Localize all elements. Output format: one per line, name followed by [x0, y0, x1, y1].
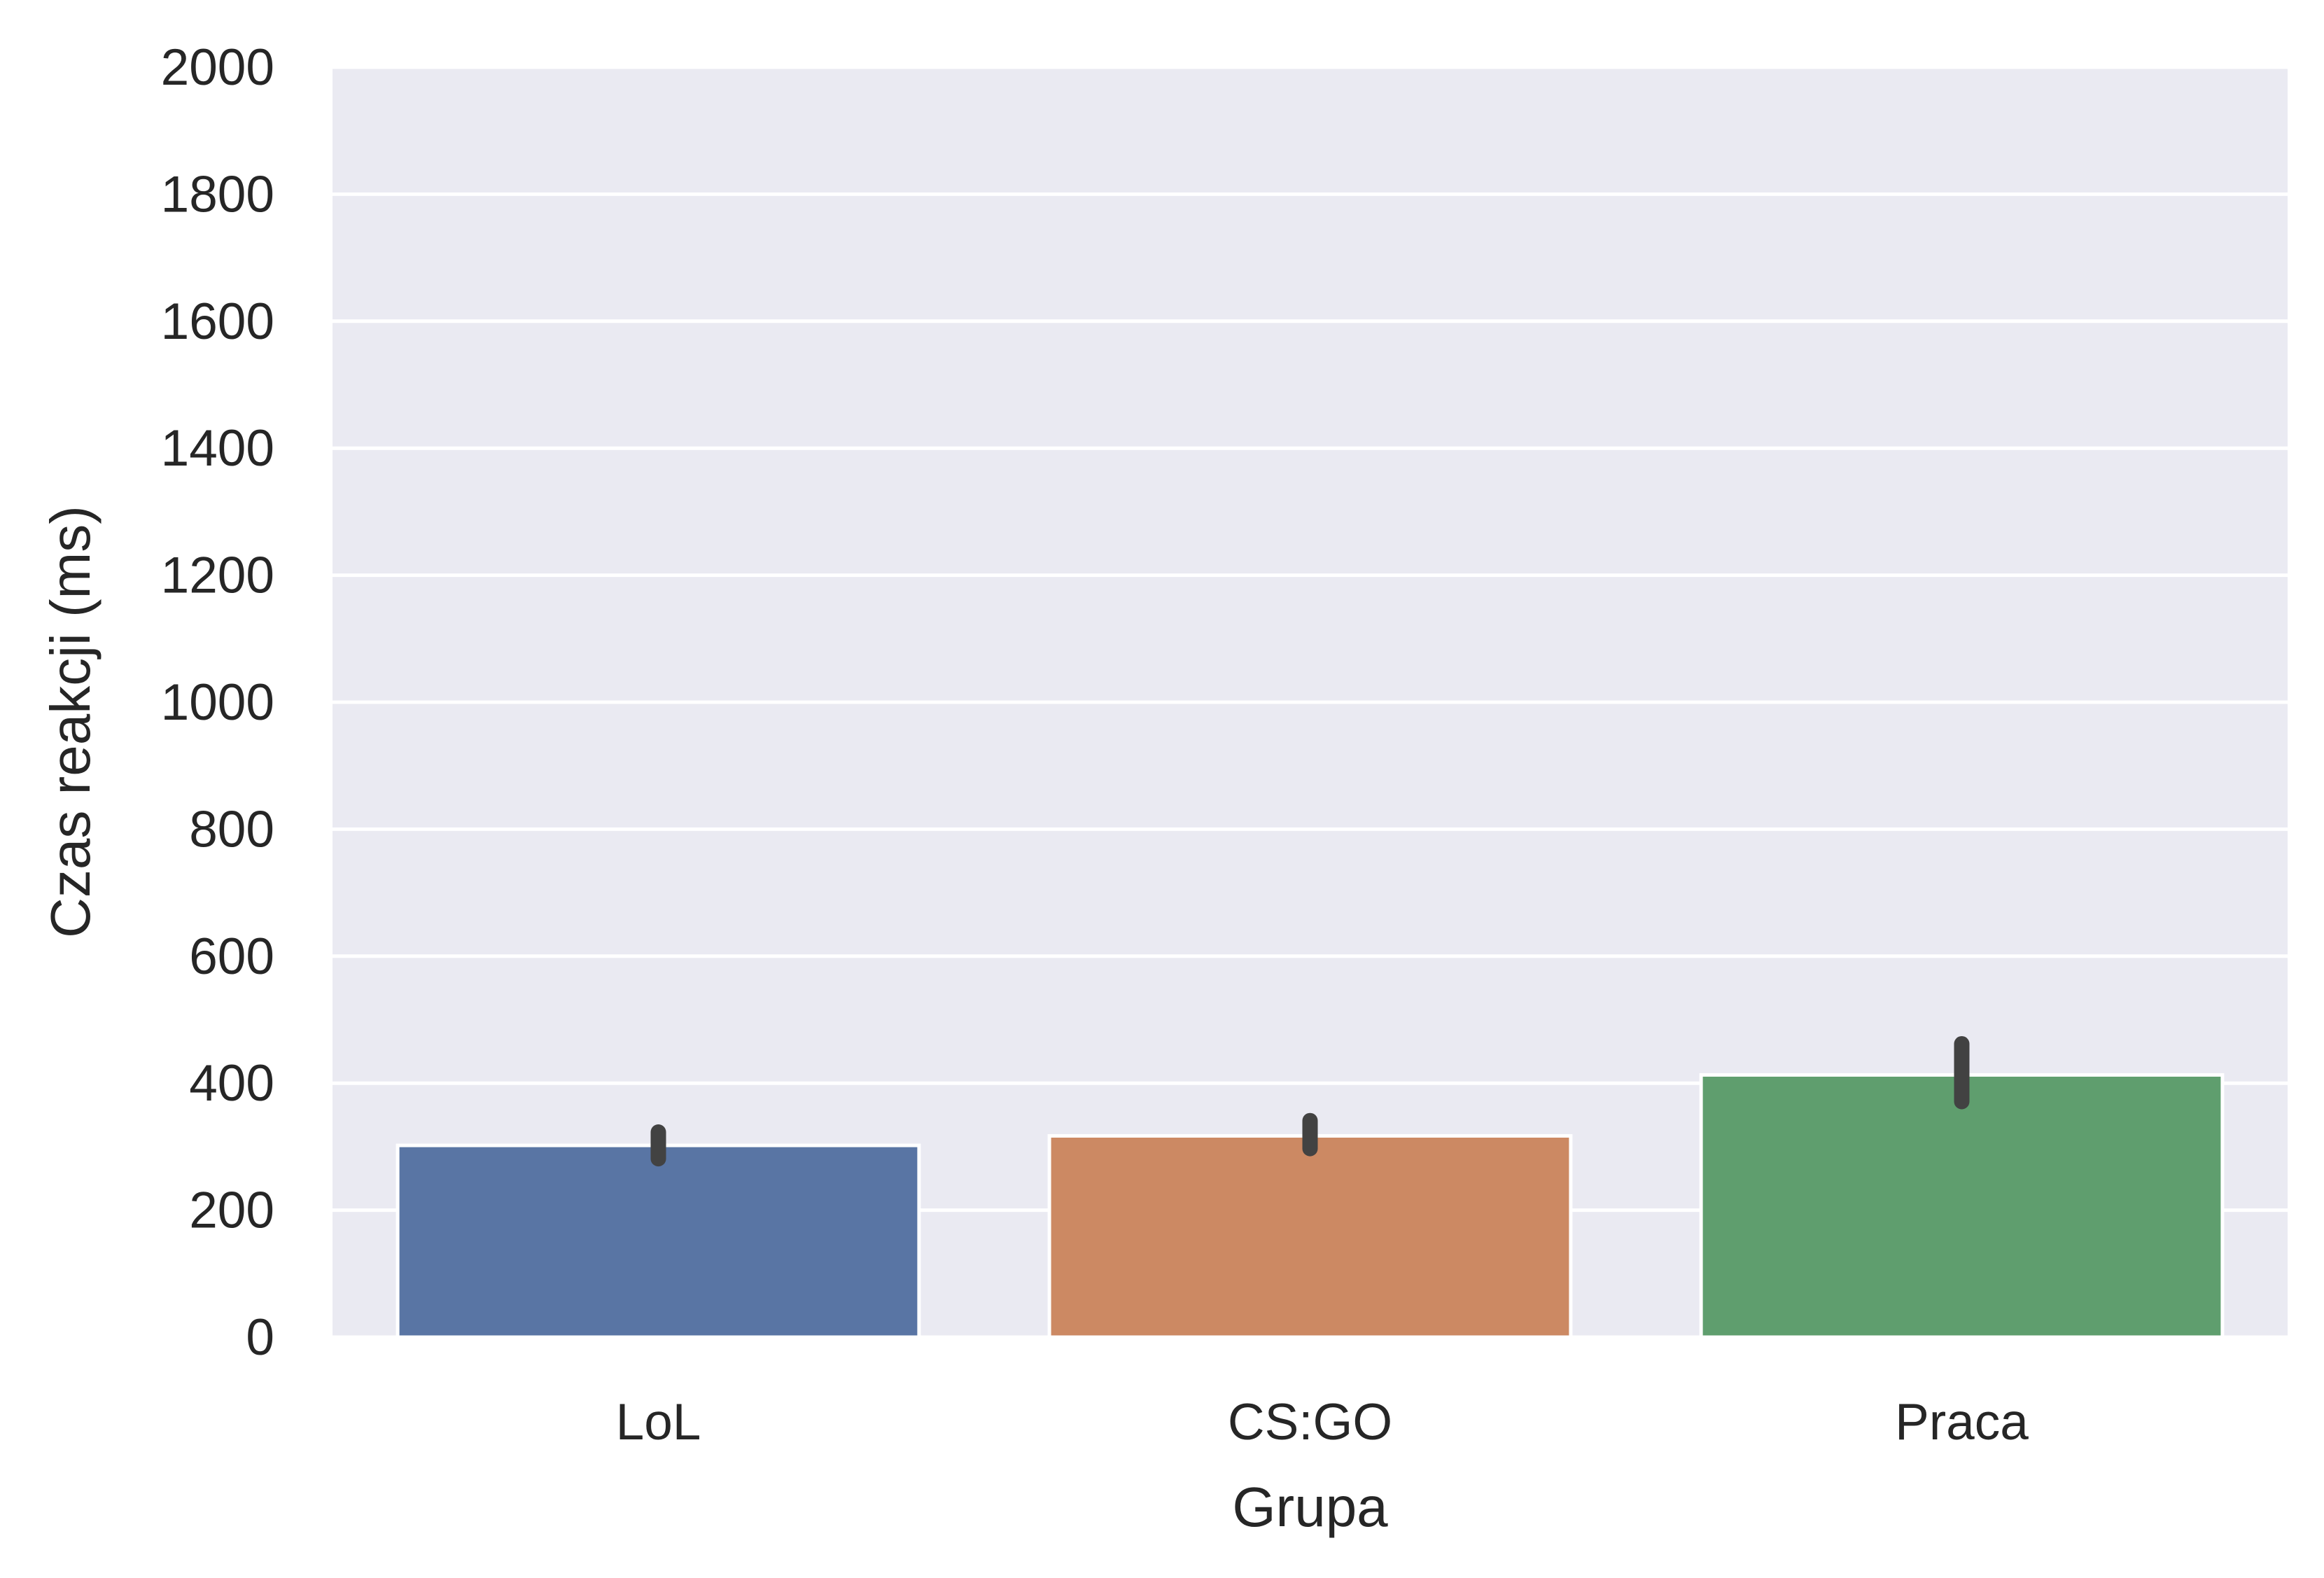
y-tick-label: 800	[189, 801, 274, 858]
y-tick-label: 2000	[161, 39, 274, 96]
y-tick-label: 200	[189, 1182, 274, 1239]
x-tick-labels: LoL CS:GO Praca	[616, 1394, 2029, 1451]
y-tick-label: 1800	[161, 166, 274, 223]
x-tick-label: CS:GO	[1228, 1394, 1392, 1451]
bar	[1047, 1133, 1573, 1339]
y-tick-labels: 0 200 400 600 800 1000 1200 1400 1600 1800 2000	[161, 39, 274, 1366]
y-tick-label: 0	[246, 1309, 274, 1366]
bar	[1699, 1073, 2225, 1339]
y-tick-label: 1400	[161, 420, 274, 477]
x-tick-label: Praca	[1895, 1394, 2029, 1451]
y-tick-label: 400	[189, 1055, 274, 1112]
y-tick-label: 1200	[161, 547, 274, 604]
y-tick-label: 1000	[161, 674, 274, 731]
bar	[396, 1143, 921, 1339]
y-tick-label: 1600	[161, 293, 274, 350]
y-axis-label: Czas reakcji (ms)	[39, 505, 102, 938]
y-tick-label: 600	[189, 928, 274, 985]
bars	[396, 1073, 2225, 1339]
x-tick-label: LoL	[616, 1394, 701, 1451]
error-bars	[650, 1035, 1970, 1167]
x-axis-label: Grupa	[1232, 1476, 1388, 1538]
